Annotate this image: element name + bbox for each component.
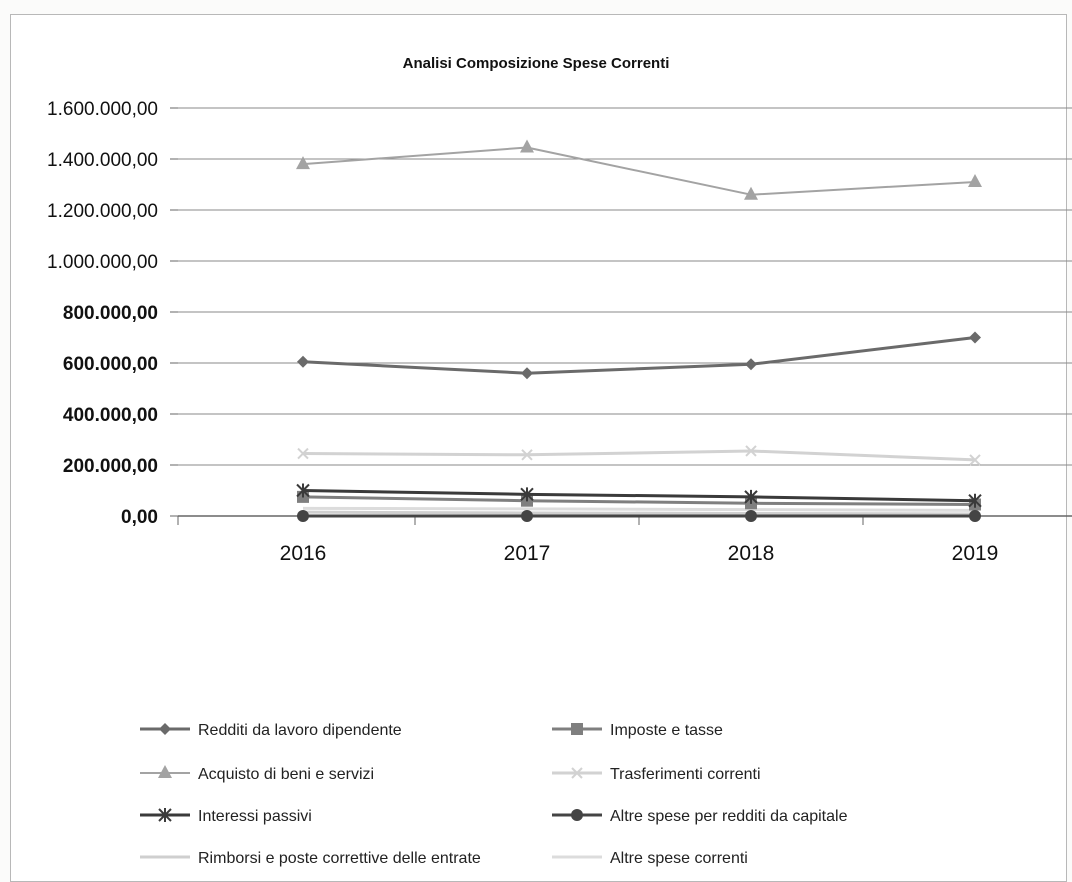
x-tick-label: 2018 (728, 542, 775, 565)
series-line (302, 495, 976, 507)
y-tick-label: 400.000,00 (63, 405, 158, 426)
data-point (296, 156, 310, 170)
legend-label: Imposte e tasse (610, 722, 723, 739)
series-line (302, 510, 976, 516)
legend: Redditi da lavoro dipendente Imposte e ta… (140, 722, 848, 867)
data-point (159, 723, 171, 735)
series-line (302, 449, 976, 462)
x-tick-label: 2019 (952, 542, 999, 565)
legend-label: Trasferimenti correnti (610, 766, 761, 783)
series (296, 139, 982, 200)
legend-label: Interessi passivi (198, 808, 312, 825)
series-line (302, 336, 976, 375)
data-point (521, 510, 533, 522)
y-tick-label: 800.000,00 (63, 303, 158, 324)
data-point (969, 510, 981, 522)
series (297, 510, 981, 522)
grid (170, 107, 1072, 525)
legend-label: Redditi da lavoro dipendente (198, 722, 402, 739)
y-tick-label: 1.400.000,00 (47, 150, 158, 171)
series-line (302, 506, 976, 512)
legend-item: Trasferimenti correnti (552, 766, 761, 783)
legend-label: Acquisto di beni e servizi (198, 766, 374, 783)
y-tick-label: 1.600.000,00 (47, 99, 158, 120)
x-tick-label: 2017 (504, 542, 551, 565)
legend-item: Rimborsi e poste correttive delle entrat… (140, 850, 481, 867)
x-tick-label: 2016 (280, 542, 327, 565)
chart-title: Analisi Composizione Spese Correnti (403, 55, 670, 72)
data-point (571, 809, 583, 821)
data-point (297, 355, 309, 368)
y-tick-label: 1.200.000,00 (47, 201, 158, 222)
data-point (158, 765, 172, 778)
data-point (520, 487, 534, 502)
legend-label: Altre spese per redditi da capitale (610, 808, 848, 825)
legend-item: Altre spese per redditi da capitale (552, 808, 848, 825)
legend-label: Altre spese correnti (610, 850, 748, 867)
y-tick-label: 600.000,00 (63, 354, 158, 375)
series (297, 331, 981, 380)
legend-item: Redditi da lavoro dipendente (140, 722, 402, 739)
data-point (745, 510, 757, 522)
legend-item: Imposte e tasse (552, 722, 723, 739)
series-line (302, 489, 976, 503)
x-axis-ticks: 2016 2017 2018 2019 (280, 542, 999, 565)
series-lines (296, 139, 982, 522)
series (296, 483, 982, 508)
legend-label: Rimborsi e poste correttive delle entrat… (198, 850, 481, 867)
data-point (571, 767, 583, 779)
data-point (744, 186, 758, 200)
data-point (297, 510, 309, 522)
data-point (297, 447, 309, 460)
data-point (745, 445, 757, 457)
data-point (296, 483, 310, 498)
data-point (571, 723, 583, 735)
series-line (302, 146, 976, 196)
data-point (520, 139, 534, 153)
data-point (968, 173, 982, 187)
data-point (969, 454, 981, 466)
data-point (969, 331, 981, 344)
data-point (744, 489, 758, 504)
data-point (158, 808, 172, 822)
data-point (521, 367, 533, 380)
series (302, 510, 976, 516)
series (302, 506, 976, 512)
legend-item: Interessi passivi (140, 808, 312, 825)
y-tick-label: 1.000.000,00 (47, 252, 158, 273)
legend-item: Altre spese correnti (552, 850, 748, 867)
data-point (968, 493, 982, 508)
y-tick-label: 200.000,00 (63, 456, 158, 477)
series (297, 445, 981, 466)
data-point (745, 358, 757, 371)
data-point (521, 449, 533, 461)
y-tick-label: 0,00 (121, 507, 158, 528)
y-axis-ticks: 0,00 200.000,00 400.000,00 600.000,00 800.00… (47, 99, 158, 528)
legend-item: Acquisto di beni e servizi (140, 765, 374, 783)
